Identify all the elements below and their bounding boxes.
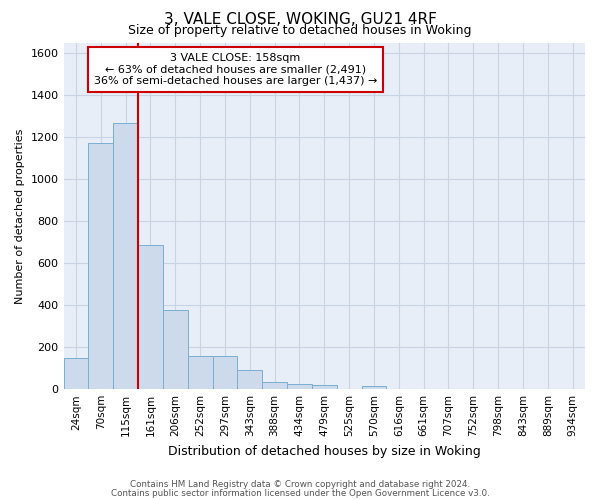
Bar: [163, 310, 188, 389]
Bar: [212, 356, 238, 389]
Text: 3 VALE CLOSE: 158sqm
← 63% of detached houses are smaller (2,491)
36% of semi-de: 3 VALE CLOSE: 158sqm ← 63% of detached h…: [94, 53, 377, 86]
Text: 3, VALE CLOSE, WOKING, GU21 4RF: 3, VALE CLOSE, WOKING, GU21 4RF: [164, 12, 436, 28]
Bar: [312, 385, 337, 389]
Text: Contains HM Land Registry data © Crown copyright and database right 2024.: Contains HM Land Registry data © Crown c…: [130, 480, 470, 489]
Bar: [362, 386, 386, 389]
Y-axis label: Number of detached properties: Number of detached properties: [15, 128, 25, 304]
Bar: [88, 144, 113, 389]
Text: Contains public sector information licensed under the Open Government Licence v3: Contains public sector information licen…: [110, 488, 490, 498]
X-axis label: Distribution of detached houses by size in Woking: Distribution of detached houses by size …: [168, 444, 481, 458]
Bar: [287, 384, 312, 389]
Bar: [238, 370, 262, 389]
Bar: [138, 246, 163, 389]
Bar: [188, 356, 212, 389]
Bar: [64, 358, 88, 389]
Text: Size of property relative to detached houses in Woking: Size of property relative to detached ho…: [128, 24, 472, 37]
Bar: [262, 382, 287, 389]
Bar: [113, 124, 138, 389]
